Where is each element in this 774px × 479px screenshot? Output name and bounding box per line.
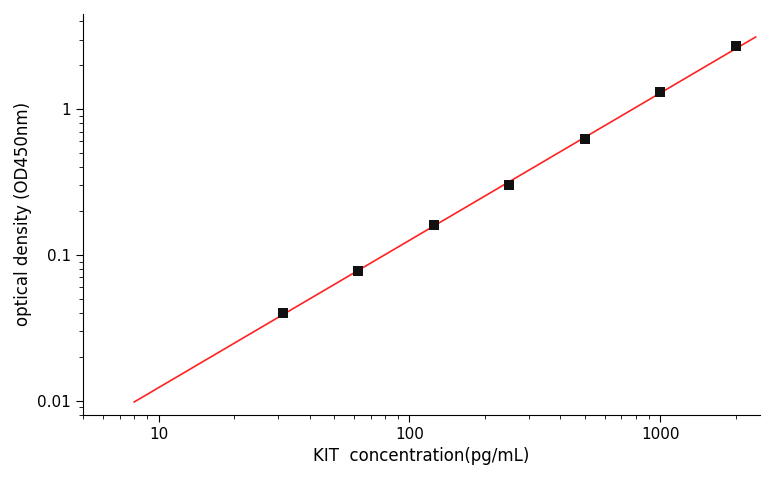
Point	[503, 182, 515, 189]
Point	[276, 309, 289, 317]
Point	[730, 43, 742, 50]
X-axis label: KIT  concentration(pg/mL): KIT concentration(pg/mL)	[313, 447, 529, 465]
Point	[578, 136, 591, 143]
Point	[427, 221, 440, 229]
Point	[352, 267, 365, 274]
Y-axis label: optical density (OD450nm): optical density (OD450nm)	[14, 102, 32, 326]
Point	[654, 89, 666, 96]
